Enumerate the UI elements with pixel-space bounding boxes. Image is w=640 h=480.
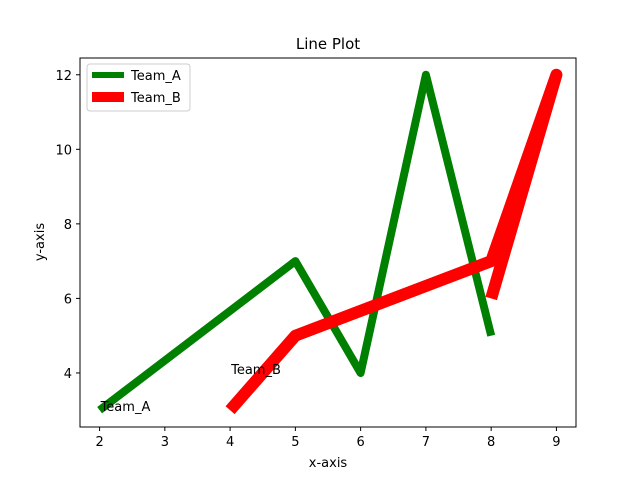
- y-tick-label: 6: [64, 292, 72, 307]
- y-tick-label: 4: [64, 367, 72, 382]
- annotations: Team_A Team_B: [100, 363, 281, 415]
- x-tick-label: 2: [95, 435, 103, 450]
- annotation-label: Team_A: [100, 400, 151, 415]
- x-tick-label: 4: [226, 435, 234, 450]
- series-line-team-a: [97, 70, 496, 414]
- legend-label-team-b: Team_B: [130, 91, 181, 106]
- x-axis-ticks: 2 3 4 5 6 7 8 9: [95, 427, 561, 450]
- x-tick-label: 9: [552, 435, 560, 450]
- y-axis-ticks: 4 6 8 10 12: [55, 69, 80, 382]
- x-tick-label: 6: [356, 435, 364, 450]
- legend-label-team-a: Team_A: [130, 69, 181, 84]
- y-tick-label: 8: [64, 218, 72, 233]
- y-tick-label: 12: [55, 69, 72, 84]
- x-tick-label: 7: [422, 435, 430, 450]
- legend: Team_A Team_B: [86, 63, 191, 112]
- x-tick-label: 8: [487, 435, 495, 450]
- annotation-label: Team_B: [230, 363, 281, 378]
- y-axis-label: y-axis: [33, 223, 48, 261]
- plot-frame: [79, 57, 577, 428]
- x-tick-label: 3: [161, 435, 169, 450]
- series-line-team-b: [225, 68, 563, 415]
- series-lines: [97, 68, 563, 415]
- x-tick-label: 5: [291, 435, 299, 450]
- x-axis-label: x-axis: [309, 456, 348, 471]
- chart-title: Line Plot: [296, 35, 360, 53]
- y-tick-label: 10: [55, 143, 72, 158]
